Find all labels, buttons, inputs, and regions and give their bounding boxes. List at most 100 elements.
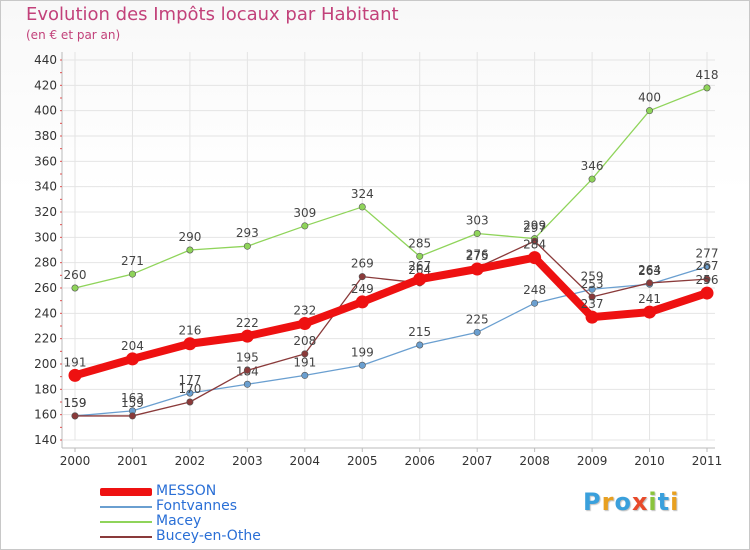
data-label-fontvannes: 248 bbox=[523, 283, 546, 297]
legend-item-bucey-en-othe: Bucey-en-Othe bbox=[100, 529, 261, 544]
data-label-bucey-en-othe: 297 bbox=[523, 221, 546, 235]
data-point-fontvannes bbox=[473, 328, 481, 336]
data-label-bucey-en-othe: 264 bbox=[408, 263, 431, 277]
data-point-bucey-en-othe bbox=[531, 237, 539, 245]
logo-letter: t bbox=[657, 488, 671, 516]
data-point-bucey-en-othe bbox=[243, 366, 251, 374]
legend-swatch-macey bbox=[100, 520, 152, 523]
x-tick-label: 2011 bbox=[692, 454, 723, 468]
data-label-messon: 232 bbox=[293, 303, 316, 317]
data-point-bucey-en-othe bbox=[703, 275, 711, 283]
proxiti-logo: Proxiti bbox=[583, 488, 679, 516]
data-label-macey: 299 bbox=[523, 219, 546, 233]
data-label-messon: 222 bbox=[236, 316, 259, 330]
y-tick-label: 400 bbox=[34, 104, 57, 118]
y-tick-label: 440 bbox=[34, 53, 57, 67]
x-tick-label: 2003 bbox=[232, 454, 263, 468]
logo-letter: r bbox=[601, 488, 615, 516]
data-point-macey bbox=[703, 84, 711, 92]
data-label-messon: 204 bbox=[121, 339, 144, 353]
data-label-macey: 346 bbox=[581, 159, 604, 173]
logo-letter: x bbox=[631, 488, 649, 516]
data-point-bucey-en-othe bbox=[301, 350, 309, 358]
data-label-messon: 216 bbox=[178, 324, 201, 338]
y-tick-label: 420 bbox=[34, 78, 57, 92]
data-point-macey bbox=[646, 107, 654, 115]
data-label-fontvannes: 277 bbox=[696, 246, 719, 260]
y-tick-label: 280 bbox=[34, 256, 57, 270]
data-point-messon bbox=[700, 286, 714, 300]
data-point-messon bbox=[355, 295, 369, 309]
x-tick-label: 2002 bbox=[175, 454, 206, 468]
legend-swatch-bucey-en-othe bbox=[100, 535, 152, 538]
data-point-fontvannes bbox=[703, 262, 711, 270]
data-point-messon bbox=[183, 337, 197, 351]
x-tick-label: 2005 bbox=[347, 454, 378, 468]
data-label-macey: 285 bbox=[408, 236, 431, 250]
data-point-messon bbox=[585, 310, 599, 324]
data-label-macey: 290 bbox=[178, 230, 201, 244]
data-label-messon: 191 bbox=[64, 355, 87, 369]
data-label-macey: 271 bbox=[121, 254, 144, 268]
data-point-macey bbox=[243, 242, 251, 250]
legend-item-messon: MESSON bbox=[100, 484, 261, 499]
data-label-bucey-en-othe: 267 bbox=[696, 259, 719, 273]
x-tick-label: 2008 bbox=[519, 454, 550, 468]
chart-title: Evolution des Impôts locaux par Habitant bbox=[26, 4, 399, 25]
data-label-bucey-en-othe: 170 bbox=[178, 382, 201, 396]
data-point-bucey-en-othe bbox=[128, 412, 136, 420]
series-line-messon bbox=[71, 253, 711, 380]
data-label-macey: 309 bbox=[293, 206, 316, 220]
data-label-messon: 267 bbox=[408, 259, 431, 273]
y-tick-label: 140 bbox=[34, 433, 57, 447]
data-point-messon bbox=[68, 368, 82, 382]
data-point-macey bbox=[416, 252, 424, 260]
y-tick-label: 300 bbox=[34, 230, 57, 244]
data-label-macey: 418 bbox=[696, 68, 719, 82]
data-point-fontvannes bbox=[588, 285, 596, 293]
y-tick-label: 200 bbox=[34, 357, 57, 371]
data-point-bucey-en-othe bbox=[186, 398, 194, 406]
data-point-macey bbox=[473, 230, 481, 238]
data-label-bucey-en-othe: 276 bbox=[466, 248, 489, 262]
data-label-bucey-en-othe: 208 bbox=[293, 334, 316, 348]
data-label-macey: 324 bbox=[351, 187, 374, 201]
y-tick-label: 340 bbox=[34, 180, 57, 194]
line-chart: 140 160 180 200 220 240 260 280 300 320 340 360 380 4… bbox=[34, 52, 723, 468]
y-tick-label: 240 bbox=[34, 306, 57, 320]
series-line-macey bbox=[74, 87, 708, 289]
data-label-fontvannes: 199 bbox=[351, 345, 374, 359]
logo-letter: P bbox=[583, 488, 602, 516]
data-label-fontvannes: 163 bbox=[121, 391, 144, 405]
data-point-macey bbox=[128, 270, 136, 278]
data-point-messon bbox=[470, 262, 484, 276]
data-label-messon: 249 bbox=[351, 282, 374, 296]
data-label-macey: 303 bbox=[466, 214, 489, 228]
data-label-fontvannes: 159 bbox=[64, 396, 87, 410]
legend-swatch-fontvannes bbox=[100, 505, 152, 508]
data-point-fontvannes bbox=[243, 380, 251, 388]
legend-swatch-messon bbox=[100, 487, 152, 496]
legend-label-bucey-en-othe: Bucey-en-Othe bbox=[156, 528, 261, 544]
data-label-bucey-en-othe: 264 bbox=[638, 263, 661, 277]
chart-legend: MESSON Fontvannes Macey Bucey-en-Othe bbox=[100, 484, 261, 544]
y-tick-label: 360 bbox=[34, 154, 57, 168]
data-label-bucey-en-othe: 159 bbox=[121, 396, 144, 410]
y-tick-label: 380 bbox=[34, 129, 57, 143]
data-label-fontvannes: 263 bbox=[638, 264, 661, 278]
data-label-messon: 241 bbox=[638, 292, 661, 306]
data-label-bucey-en-othe: 269 bbox=[351, 257, 374, 271]
y-tick-label: 220 bbox=[34, 332, 57, 346]
x-tick-label: 2000 bbox=[60, 454, 91, 468]
data-point-messon bbox=[125, 352, 139, 366]
data-point-macey bbox=[301, 222, 309, 230]
legend-label-macey: Macey bbox=[156, 513, 202, 529]
legend-label-fontvannes: Fontvannes bbox=[156, 498, 237, 514]
logo-letter: i bbox=[648, 488, 658, 516]
data-label-macey: 260 bbox=[64, 268, 87, 282]
data-point-messon bbox=[298, 316, 312, 330]
data-label-fontvannes: 191 bbox=[293, 355, 316, 369]
data-point-fontvannes bbox=[416, 341, 424, 349]
data-label-messon: 237 bbox=[581, 297, 604, 311]
